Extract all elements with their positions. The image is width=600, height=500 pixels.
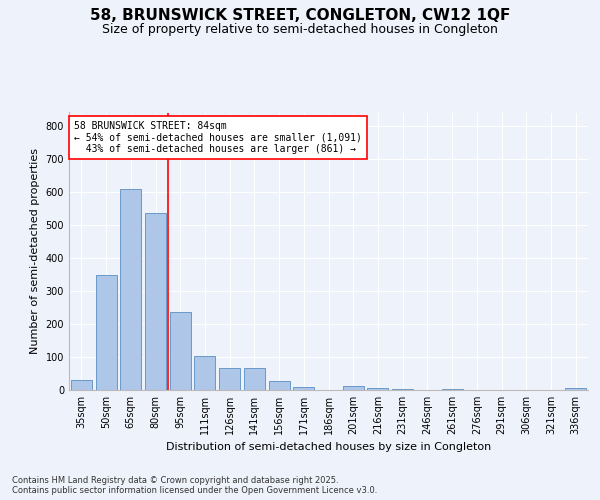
Bar	[343, 386, 364, 390]
Bar	[95, 275, 116, 390]
Text: 58, BRUNSWICK STREET, CONGLETON, CW12 1QF: 58, BRUNSWICK STREET, CONGLETON, CW12 1Q…	[90, 8, 510, 22]
Bar	[244, 368, 265, 390]
Text: Size of property relative to semi-detached houses in Congleton: Size of property relative to semi-detach…	[102, 22, 498, 36]
Bar	[145, 212, 166, 390]
Bar	[194, 356, 215, 390]
Bar	[269, 381, 290, 390]
Bar	[367, 388, 388, 390]
Bar	[120, 189, 141, 390]
Bar	[170, 312, 191, 390]
Y-axis label: Number of semi-detached properties: Number of semi-detached properties	[30, 148, 40, 354]
Bar	[392, 389, 413, 390]
Bar	[71, 380, 92, 390]
Bar	[565, 388, 586, 390]
Text: Distribution of semi-detached houses by size in Congleton: Distribution of semi-detached houses by …	[166, 442, 491, 452]
Text: Contains HM Land Registry data © Crown copyright and database right 2025.
Contai: Contains HM Land Registry data © Crown c…	[12, 476, 377, 495]
Bar	[293, 386, 314, 390]
Text: 58 BRUNSWICK STREET: 84sqm
← 54% of semi-detached houses are smaller (1,091)
  4: 58 BRUNSWICK STREET: 84sqm ← 54% of semi…	[74, 121, 362, 154]
Bar	[219, 368, 240, 390]
